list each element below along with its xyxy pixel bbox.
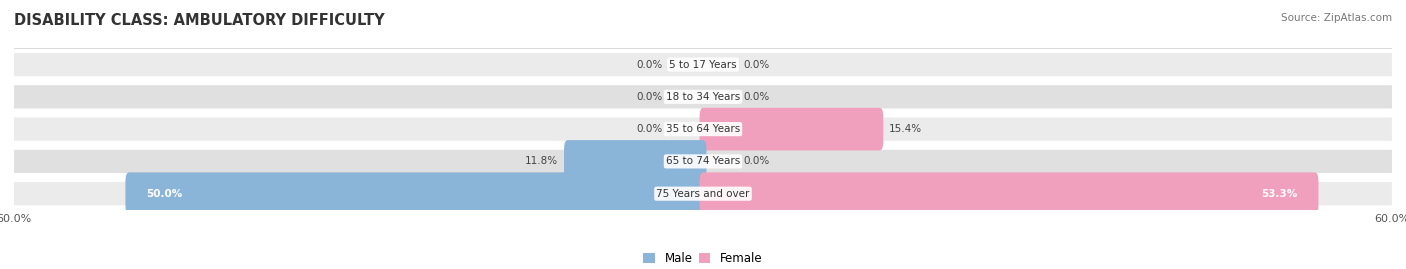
Text: 11.8%: 11.8%	[526, 156, 558, 167]
Text: DISABILITY CLASS: AMBULATORY DIFFICULTY: DISABILITY CLASS: AMBULATORY DIFFICULTY	[14, 13, 385, 29]
Text: 5 to 17 Years: 5 to 17 Years	[669, 59, 737, 70]
Text: 35 to 64 Years: 35 to 64 Years	[666, 124, 740, 134]
FancyBboxPatch shape	[14, 150, 1392, 173]
Text: 65 to 74 Years: 65 to 74 Years	[666, 156, 740, 167]
Text: 0.0%: 0.0%	[744, 92, 769, 102]
FancyBboxPatch shape	[700, 172, 1319, 215]
FancyBboxPatch shape	[125, 172, 706, 215]
Text: Source: ZipAtlas.com: Source: ZipAtlas.com	[1281, 13, 1392, 23]
Text: 15.4%: 15.4%	[889, 124, 922, 134]
Text: 0.0%: 0.0%	[637, 59, 662, 70]
Text: 53.3%: 53.3%	[1261, 189, 1298, 199]
Text: 75 Years and over: 75 Years and over	[657, 189, 749, 199]
Text: 0.0%: 0.0%	[637, 124, 662, 134]
FancyBboxPatch shape	[14, 85, 1392, 108]
Legend: Male, Female: Male, Female	[644, 252, 762, 265]
Text: 0.0%: 0.0%	[744, 59, 769, 70]
Text: 0.0%: 0.0%	[637, 92, 662, 102]
Text: 50.0%: 50.0%	[146, 189, 183, 199]
FancyBboxPatch shape	[14, 118, 1392, 141]
Text: 18 to 34 Years: 18 to 34 Years	[666, 92, 740, 102]
FancyBboxPatch shape	[14, 182, 1392, 205]
Text: 0.0%: 0.0%	[744, 156, 769, 167]
FancyBboxPatch shape	[700, 108, 883, 150]
FancyBboxPatch shape	[14, 53, 1392, 76]
FancyBboxPatch shape	[564, 140, 706, 183]
